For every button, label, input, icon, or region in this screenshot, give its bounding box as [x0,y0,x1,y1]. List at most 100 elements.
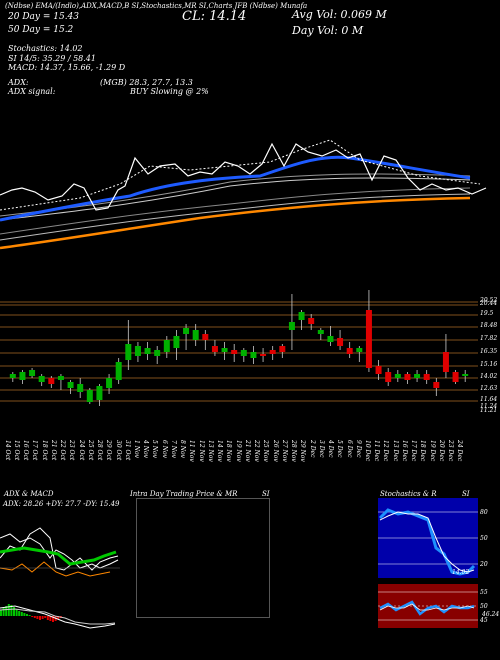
macd-bar [26,614,28,616]
date-label: 13 Dec [391,440,399,462]
candle-body [452,372,459,382]
band-line [0,187,471,235]
date-label: 22 Nov [253,440,261,462]
candle-body [240,350,247,356]
date-label: 17 Dec [410,440,418,462]
buy-signal-label: BUY Slowing @ 2% [130,87,209,96]
macd-bar [36,616,39,619]
price-axis-label: 16.35 [480,348,498,355]
stoch-si-label: SI [462,490,470,498]
candle-body [86,390,93,402]
ema-fast-line [0,155,471,222]
candle-body [144,348,151,354]
candle-body [48,378,55,384]
candle-body [115,362,122,380]
candle-body [173,336,180,348]
date-label: 12 Dec [382,440,390,462]
stoch-axis-20: 20 [479,561,488,568]
candle-body [279,346,286,352]
date-label: 21 Oct [49,440,57,461]
stochastics-label: Stochastics: 14.02 [8,44,83,53]
date-label: 1 Nov [132,440,140,458]
candle-body [423,374,430,380]
macd-bar [46,616,49,620]
price-axis-label: 20.52 [480,297,498,304]
price-axis-label: 18.48 [480,322,498,329]
date-label: 19 Nov [234,440,242,462]
date-label: 4 Dec [327,440,335,458]
date-label: 9 Dec [354,440,362,458]
macd-bar [33,616,36,618]
macd-bar [13,607,15,616]
stoch-axis-80: 80 [480,509,488,516]
price-axis-label: 19.5 [480,310,494,317]
date-label: 7 Nov [169,440,177,458]
date-label: 6 Nov [160,440,168,458]
candle-body [385,372,392,382]
macd-bar [7,604,10,616]
candle-body [260,354,267,356]
candle-body [96,386,103,400]
candle-body [221,348,228,352]
candle-body [298,312,305,320]
candle-body [125,344,132,360]
date-label: 23 Oct [68,440,76,461]
candle-body [269,350,276,354]
date-label: 11 Nov [188,440,196,462]
date-label: 27 Nov [280,440,288,462]
date-label: 13 Nov [206,440,214,462]
adx-values: (MGB) 28.3, 27.7, 13.3 [100,78,193,87]
macd-bar [18,611,21,616]
candle-body [337,338,344,346]
date-label: 10 Dec [363,440,371,462]
candle-body [375,366,382,374]
date-label: 25 Nov [262,440,270,462]
macd-bar [41,616,44,619]
date-label: 21 Nov [243,440,251,462]
date-label: 29 Nov [299,440,307,462]
stoch-axis-50: 50 [480,535,488,542]
adx-macd-panel: ADX: 28.26 +DY: 27.7 -DY: 15.49 [0,498,120,658]
date-label: 29 Oct [105,440,113,461]
date-label: 11 Dec [373,440,381,462]
price-axis-label: 15.16 [480,361,498,368]
date-label: 26 Nov [271,440,279,462]
rsi-axis-50: 50 [480,603,488,610]
date-label: 18 Dec [419,440,427,462]
macd-line [0,605,116,629]
band-line [0,193,471,241]
candle-body [250,352,257,358]
macd-bar [23,613,26,616]
candle-body [77,384,84,392]
price-axis-label: 17.82 [480,335,498,342]
date-label: 4 Nov [142,440,150,458]
candle-body [327,336,334,342]
macd-bar [20,612,23,616]
rsi-axis-45: 45 [479,617,488,624]
date-label: 5 Dec [336,440,344,458]
date-label: 30 Oct [114,440,122,461]
candle-body [231,350,238,354]
macd-label: MACD: 14.37, 15.66, -1.29 D [8,63,126,72]
ticker-title: (Ndbse) EMA/(Indlo),ADX,MACD,B SI,Stocha… [5,2,308,10]
intraday-si-label: SI [262,490,270,498]
rsi-axis-55: 55 [480,589,488,596]
date-label: 24 Oct [77,440,85,461]
price-axis-label: 14.02 [480,373,498,380]
price-axis-label: 11.64 [480,396,498,403]
candle-body [106,378,113,388]
date-label: 16 Oct [22,440,30,461]
stoch-d-line [379,511,475,573]
date-label: 20 Dec [437,440,445,462]
rsi-white-line [379,603,475,611]
candle-body [442,352,449,372]
candle-body [288,322,295,330]
candle-body [134,346,141,356]
stoch-k-line [378,508,476,576]
macd-bar [39,616,41,620]
date-label: 19 Dec [428,440,436,462]
date-label: 2 Dec [308,440,316,458]
candle-body [404,374,411,380]
candle-body [211,346,218,352]
intraday-panel [136,498,270,618]
